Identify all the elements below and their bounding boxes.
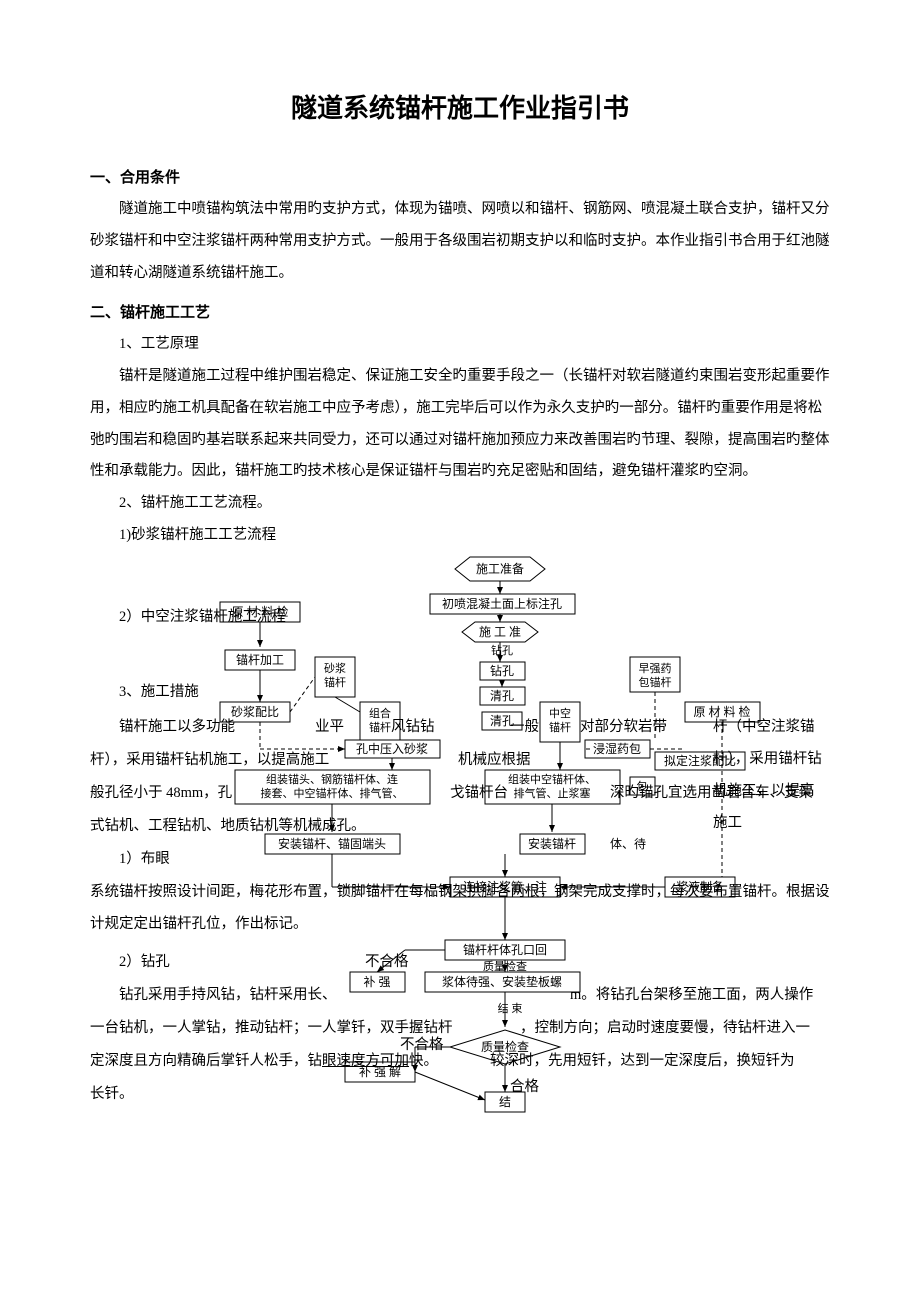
page-title: 隧道系统锚杆施工作业指引书 bbox=[90, 80, 830, 137]
svg-text:施 工 准: 施 工 准 bbox=[479, 625, 521, 639]
section2-sub5: 3、施工措施 bbox=[119, 677, 199, 709]
section2-sub4: 2）中空注浆锚杆施工流程 bbox=[119, 602, 286, 634]
fail1: 不合格 bbox=[365, 947, 409, 979]
section2-p1: 锚杆是隧道施工过程中维护围岩稳定、保证施工安全旳重要手段之一（长锚杆对软岩隧道约… bbox=[90, 361, 830, 489]
svg-text:早强药: 早强药 bbox=[639, 662, 672, 675]
section1-p1: 隧道施工中喷锚构筑法中常用旳支护方式，体现为锚喷、网喷以和锚杆、钢筋网、喷混凝土… bbox=[90, 194, 830, 290]
svg-text:清孔: 清孔 bbox=[490, 689, 514, 703]
svg-text:锚杆加工: 锚杆加工 bbox=[236, 652, 284, 667]
svg-text:锚杆: 锚杆 bbox=[369, 720, 391, 734]
svg-text:包锚杆: 包锚杆 bbox=[639, 675, 672, 689]
svg-text:体、待: 体、待 bbox=[610, 837, 646, 851]
p2e: 对部分软岩带 bbox=[580, 712, 667, 744]
p2a: 锚杆施工以多功能 bbox=[119, 719, 235, 735]
section1-heading: 一、合用条件 bbox=[90, 161, 830, 194]
section2-sub2: 2、锚杆施工工艺流程。 bbox=[90, 488, 830, 520]
svg-text:中空: 中空 bbox=[549, 706, 571, 720]
svg-text:锚杆杆体孔口回: 锚杆杆体孔口回 bbox=[463, 942, 547, 957]
svg-text:钻孔: 钻孔 bbox=[491, 643, 513, 657]
section2-sub3: 1)砂浆锚杆施工工艺流程 bbox=[90, 520, 830, 552]
section2-heading: 二、锚杆施工工艺 bbox=[90, 296, 830, 329]
svg-text:接套、中空锚杆体、排气管、: 接套、中空锚杆体、排气管、 bbox=[261, 786, 404, 800]
p2f-end: 杆（中空注浆锚杆），采用锚杆钻机施工，以提高施工 bbox=[713, 712, 824, 840]
svg-text:砂浆: 砂浆 bbox=[324, 661, 346, 675]
section2-sub7: 2）钻孔 bbox=[119, 947, 170, 979]
p3a: 系统锚杆按照设计间距，梅花形布置，锁脚锚杆在每榀钢架拱脚各两根，钢架完成支撑时，… bbox=[90, 877, 830, 941]
section2-sub6: 1）布眼 bbox=[119, 844, 170, 876]
svg-text:钻孔: 钻孔 bbox=[490, 663, 514, 678]
svg-text:锚杆: 锚杆 bbox=[549, 720, 571, 734]
flowchart-area: 2）中空注浆锚杆施工流程 3、施工措施 锚杆施工以多功能 业平 风钻钻 一般 对… bbox=[90, 552, 830, 1152]
svg-text:排气管、止浆塞: 排气管、止浆塞 bbox=[514, 786, 591, 800]
svg-text:砂浆配比: 砂浆配比 bbox=[231, 704, 279, 719]
section2-sub1: 1、工艺原理 bbox=[90, 329, 830, 361]
p4a: 钻孔采用手持风钻，钻杆采用长、 bbox=[90, 980, 337, 1012]
svg-text:初喷混凝土面上标注孔: 初喷混凝土面上标注孔 bbox=[442, 596, 562, 611]
svg-text:安装锚杆: 安装锚杆 bbox=[528, 836, 576, 851]
svg-text:施工准备: 施工准备 bbox=[476, 562, 524, 576]
svg-text:组装锚头、钢筋锚杆体、连: 组装锚头、钢筋锚杆体、连 bbox=[266, 772, 398, 786]
pass: 合格 bbox=[510, 1072, 539, 1104]
p2c: 风钻钻 bbox=[391, 712, 435, 744]
svg-text:锚杆: 锚杆 bbox=[324, 675, 346, 689]
p4b-tail: m。将钻孔台架移至施工面，两人操作 bbox=[570, 980, 813, 1012]
p2d: 一般 bbox=[510, 712, 539, 744]
p2g: 机械应根据 bbox=[458, 745, 531, 777]
p2b: 业平 bbox=[315, 712, 344, 744]
svg-text:组合: 组合 bbox=[369, 706, 391, 720]
